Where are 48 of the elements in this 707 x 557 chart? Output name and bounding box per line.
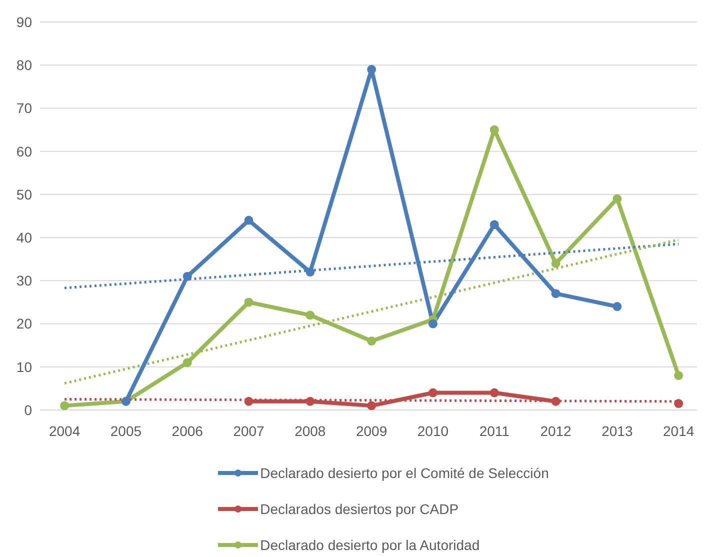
x-tick-label: 2009 <box>356 422 388 439</box>
point <box>367 64 376 74</box>
y-tick-label: 50 <box>16 186 32 202</box>
x-tick-label: 2008 <box>294 422 326 439</box>
y-tick-label: 0 <box>24 402 32 418</box>
x-tick-label: 2014 <box>663 422 694 439</box>
y-tick-label: 10 <box>16 358 32 375</box>
point <box>306 396 315 406</box>
legend-label: Declarado desierto por el Comité de Selección <box>260 465 549 481</box>
y-tick-label: 80 <box>16 57 32 74</box>
x-tick-label: 2011 <box>479 422 510 439</box>
point <box>428 388 438 398</box>
point <box>612 302 622 312</box>
point <box>490 388 499 398</box>
point <box>551 396 560 406</box>
y-tick-label: 70 <box>16 100 32 116</box>
legend-label: Declarado desierto por la Autoridad <box>260 537 480 553</box>
y-tick-label: 20 <box>16 316 32 332</box>
point <box>428 319 438 328</box>
y-tick-label: 30 <box>16 272 32 289</box>
x-tick-label: 2007 <box>233 422 265 439</box>
x-tick-label: 2012 <box>540 422 572 439</box>
point <box>490 125 499 134</box>
point <box>367 401 376 410</box>
y-tick-label: 60 <box>16 143 32 160</box>
point <box>490 220 499 230</box>
point <box>306 310 315 320</box>
y-tick-label: 40 <box>16 230 32 246</box>
point <box>244 298 254 307</box>
point <box>674 371 684 380</box>
x-tick-label: 2004 <box>48 422 80 439</box>
point <box>182 358 192 368</box>
point <box>367 336 376 346</box>
point <box>551 258 560 268</box>
point <box>182 272 192 281</box>
point <box>60 401 70 410</box>
y-tick-label: 90 <box>16 14 32 30</box>
x-tick-label: 2006 <box>172 422 204 439</box>
point <box>612 194 622 204</box>
point <box>244 216 254 225</box>
point <box>674 399 684 408</box>
x-tick-label: 2013 <box>602 422 633 439</box>
point <box>306 268 315 277</box>
x-tick-label: 2005 <box>110 422 142 439</box>
legend-label: Declarados desiertos por CADP <box>260 501 459 517</box>
point <box>244 396 254 406</box>
x-tick-label: 2010 <box>417 422 449 439</box>
point <box>551 289 560 298</box>
